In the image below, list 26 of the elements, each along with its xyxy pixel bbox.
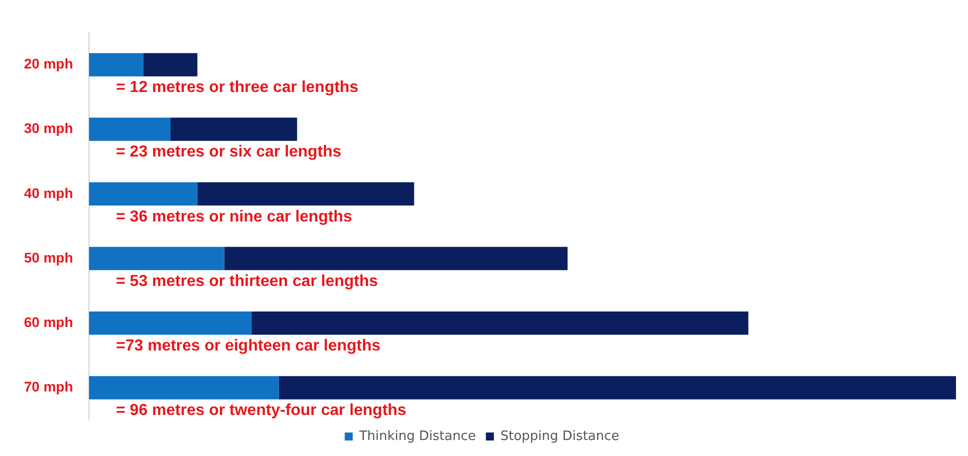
bar bbox=[89, 246, 224, 270]
legend-label: Thinking Distance bbox=[358, 428, 476, 444]
bar bbox=[89, 182, 198, 206]
annotation: = 96 metres or twenty-four car lengths bbox=[116, 402, 406, 420]
bar bbox=[89, 53, 144, 76]
bar bbox=[197, 182, 414, 206]
annotation: = 53 metres or thirteen car lengths bbox=[116, 272, 378, 290]
annotation: = 12 metres or three car lengths bbox=[116, 79, 358, 96]
bar bbox=[170, 118, 298, 141]
y-tick-label: 20 mph bbox=[24, 56, 74, 72]
bar bbox=[89, 118, 171, 141]
bar bbox=[89, 311, 252, 335]
y-tick-label: 70 mph bbox=[24, 378, 74, 395]
y-tick-label: 60 mph bbox=[24, 314, 74, 330]
annotation: = 23 metres or six car lengths bbox=[116, 144, 342, 161]
annotation: = 36 metres or nine car lengths bbox=[116, 208, 352, 226]
y-tick-label: 40 mph bbox=[24, 184, 74, 201]
bar bbox=[143, 53, 198, 76]
y-tick-label: 50 mph bbox=[24, 249, 74, 266]
bar bbox=[252, 311, 748, 335]
bar bbox=[224, 246, 568, 270]
y-tick-label: 30 mph bbox=[24, 120, 74, 136]
annotation: =73 metres or eighteen car lengths bbox=[116, 338, 381, 355]
legend-label: Stopping Distance bbox=[500, 428, 620, 444]
bar bbox=[278, 376, 956, 400]
bar bbox=[89, 376, 279, 400]
